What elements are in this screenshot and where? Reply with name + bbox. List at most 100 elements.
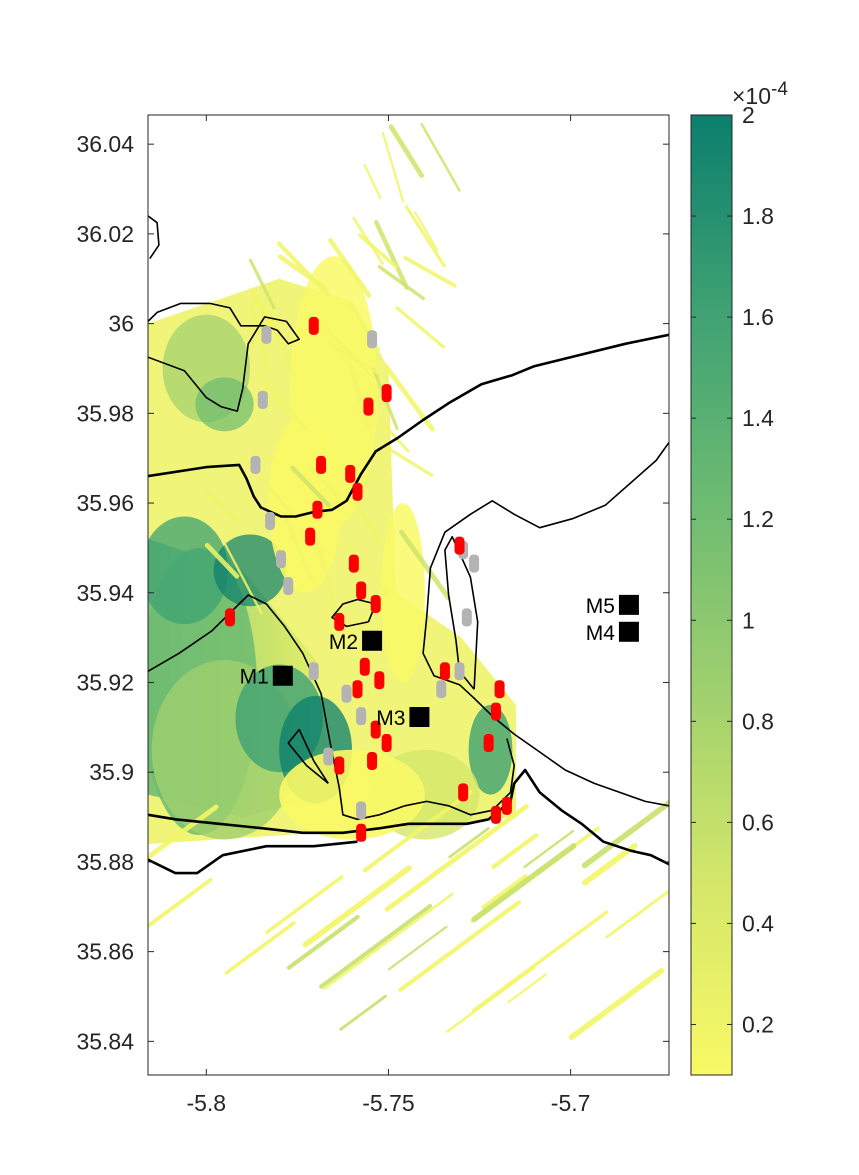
heatmap-streak — [377, 265, 426, 301]
red-marker — [363, 397, 374, 416]
heatmap-streak — [250, 289, 275, 324]
colorbar-tick-label: 0.4 — [742, 910, 774, 936]
x-tick-label: -5.8 — [186, 1090, 226, 1116]
heatmap-streak — [374, 220, 409, 290]
bathymetry-contour — [444, 535, 479, 690]
heatmap-patch — [213, 534, 287, 607]
bathymetry-contour — [425, 442, 669, 618]
heatmap-streak — [204, 489, 238, 522]
heatmap-streak — [399, 529, 451, 601]
red-marker — [367, 751, 378, 770]
grey-marker — [454, 662, 465, 681]
heatmap-streak — [403, 255, 457, 288]
red-marker — [439, 662, 450, 681]
red-marker — [359, 657, 370, 676]
red-marker — [356, 581, 367, 600]
station-label-m4: M4 — [586, 622, 615, 645]
heatmap-streak — [344, 487, 383, 545]
red-marker — [352, 680, 363, 699]
heatmap-streak — [255, 373, 307, 430]
heatmap-streak — [384, 804, 529, 912]
bathymetry-contour — [148, 302, 300, 412]
y-tick-label: 36.02 — [76, 221, 134, 247]
bathymetry-contour — [287, 728, 329, 785]
red-marker — [458, 783, 469, 802]
heatmap-streak — [290, 465, 331, 508]
y-tick-label: 35.86 — [76, 939, 134, 965]
heatmap-streak — [342, 539, 389, 596]
heatmap-streak — [523, 829, 575, 869]
red-marker — [370, 720, 381, 739]
grey-marker — [436, 680, 447, 699]
red-marker — [494, 680, 505, 699]
heatmap-streak — [319, 904, 433, 989]
heatmap-streak — [224, 921, 296, 975]
grey-marker — [261, 325, 272, 344]
grey-marker — [250, 455, 261, 474]
station-label-m2: M2 — [329, 631, 358, 654]
heatmap-streak — [365, 403, 410, 453]
heatmap-streak — [148, 877, 213, 928]
colorbar: 0.2 0.4 0.6 0.8 1 1.2 1.4 1.6 1.8 2 ×10-4 — [690, 79, 788, 1076]
colorbar-tick-label: 1 — [742, 607, 755, 633]
bathymetry-contour — [148, 840, 358, 875]
heatmap-streak — [265, 875, 344, 934]
grey-marker — [367, 330, 378, 349]
colorbar-tick-label: 1.8 — [742, 203, 774, 229]
heatmap-streak — [363, 163, 382, 200]
red-marker — [348, 554, 359, 573]
heatmap-patch — [381, 503, 425, 683]
heatmap-streak — [204, 542, 240, 579]
grey-marker — [341, 684, 352, 703]
colorbar-ticks: 0.2 0.4 0.6 0.8 1 1.2 1.4 1.6 1.8 2 — [691, 102, 774, 1037]
colorbar-tick-label: 0.6 — [742, 809, 774, 835]
y-tick-label: 35.84 — [76, 1028, 134, 1054]
x-tick-label: -5.7 — [551, 1090, 591, 1116]
heatmap-streak — [248, 258, 276, 310]
heatmap-streak — [491, 833, 539, 870]
heatmap-streak — [581, 799, 669, 869]
heatmap-streak — [357, 233, 399, 269]
heatmap-streak — [387, 925, 448, 971]
heatmap-streak — [339, 994, 388, 1031]
red-marker — [490, 805, 501, 824]
red-marker — [224, 608, 235, 627]
colorbar-tick-label: 1.4 — [742, 405, 774, 431]
red-marker — [334, 756, 345, 775]
red-marker — [356, 823, 367, 842]
grey-marker — [308, 662, 319, 681]
heatmap-streak — [253, 298, 282, 340]
heatmap-streak — [328, 237, 372, 298]
heatmap-patch — [195, 377, 254, 432]
stations: M1 M2 M3 M4 M5 — [240, 594, 639, 730]
x-tick-label: -5.75 — [362, 1090, 414, 1116]
grey-marker — [275, 550, 286, 569]
grey-marker — [356, 707, 367, 726]
station-label-m5: M5 — [586, 595, 615, 618]
red-marker — [490, 702, 501, 721]
bathymetry-contour — [422, 617, 669, 807]
colorbar-exponent: ×10-4 — [732, 79, 788, 109]
colorbar-tick-label: 0.2 — [742, 1011, 774, 1037]
heatmap-streak — [404, 205, 446, 268]
bathymetry-contour — [148, 768, 669, 866]
heatmap-streak — [582, 843, 638, 886]
colorbar-tick-label: 2 — [742, 102, 755, 128]
grey-marker — [461, 608, 472, 627]
heatmap-streak — [362, 789, 473, 873]
red-marker — [381, 734, 392, 753]
heatmap-streak — [448, 826, 490, 859]
heatmap-streak — [471, 843, 577, 923]
station-label-m1: M1 — [240, 666, 269, 689]
y-tick-label: 36.04 — [76, 131, 134, 157]
red-marker — [381, 384, 392, 403]
station-marker-m4 — [618, 621, 639, 642]
heatmap-streak — [223, 542, 263, 615]
heatmap-streak — [568, 967, 665, 1041]
bathymetry-contour — [148, 215, 160, 260]
heatmap-streak — [148, 804, 219, 860]
colorbar-tick-label: 1.2 — [742, 506, 774, 532]
red-marker — [312, 500, 323, 519]
heatmap-streak — [605, 889, 669, 939]
